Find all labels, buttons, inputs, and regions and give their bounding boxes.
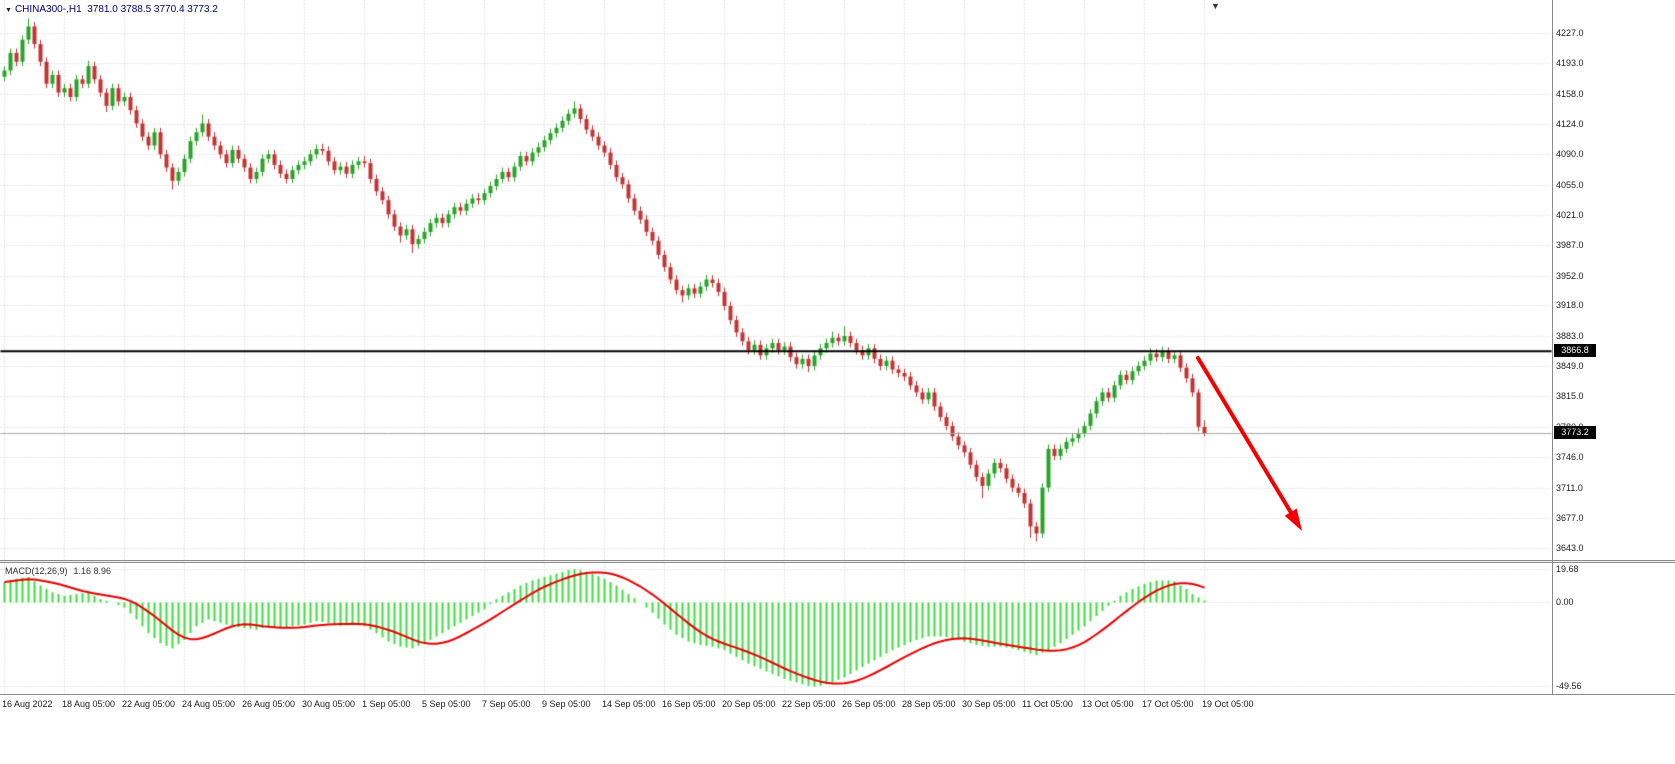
price-axis-label: 3987.0	[1556, 239, 1584, 250]
price-axis-label: 3711.0	[1556, 483, 1583, 494]
price-axis-label: 4055.0	[1556, 179, 1584, 190]
time-axis-label: 13 Oct 05:00	[1082, 699, 1134, 709]
ohlc-values: 3781.0 3788.5 3770.4 3773.2	[87, 4, 218, 15]
time-axis-label: 11 Oct 05:00	[1022, 699, 1073, 709]
price-axis-label: 3746.0	[1556, 452, 1584, 463]
price-axis-label: 3815.0	[1556, 391, 1584, 402]
price-axis-label: 3643.0	[1556, 543, 1584, 553]
time-axis-label: 26 Aug 05:00	[242, 699, 296, 709]
macd-values: 1.16 8.96	[73, 566, 112, 576]
price-chart-canvas[interactable]	[0, 0, 1552, 560]
price-axis-label: 4227.0	[1556, 28, 1584, 38]
time-axis-label: 1 Sep 05:00	[362, 699, 411, 709]
price-axis[interactable]: 3866.8 3773.2 4227.0 4193.0 4158.0 4124.0 40…	[1553, 0, 1675, 764]
macd-axis-label: -49.56	[1556, 681, 1582, 692]
time-axis-label: 16 Sep 05:00	[662, 699, 716, 709]
price-axis-label: 3677.0	[1556, 513, 1584, 524]
bid-price-tag: 3773.2	[1554, 426, 1596, 439]
macd-axis-label: 19.68	[1556, 563, 1579, 574]
time-axis-label: 5 Sep 05:00	[422, 699, 471, 709]
time-axis-separator	[0, 694, 1675, 695]
time-axis-label: 28 Sep 05:00	[902, 699, 956, 709]
time-axis-label: 30 Sep 05:00	[962, 699, 1016, 709]
macd-indicator-canvas[interactable]	[0, 563, 1552, 694]
macd-indicator-readout: MACD(12,26,9) 1.16 8.96	[5, 566, 111, 576]
price-axis-label: 4158.0	[1556, 88, 1584, 99]
price-axis-separator	[1552, 0, 1553, 694]
time-axis-label: 20 Sep 05:00	[722, 699, 776, 709]
pane-splitter[interactable]	[0, 560, 1675, 563]
time-axis-label: 16 Aug 2022	[2, 699, 53, 709]
price-axis-label: 3849.0	[1556, 361, 1584, 372]
time-axis[interactable]: 16 Aug 2022 18 Aug 05:00 22 Aug 05:00 24 Au…	[0, 695, 1675, 764]
chart-shift-marker-icon[interactable]: ▼	[1211, 1, 1220, 11]
hline-price-tag: 3866.8	[1554, 344, 1596, 357]
macd-name: MACD(12,26,9)	[5, 566, 68, 576]
time-axis-label: 17 Oct 05:00	[1142, 699, 1194, 709]
time-axis-label: 14 Sep 05:00	[602, 699, 656, 709]
time-axis-label: 22 Aug 05:00	[122, 699, 176, 709]
time-axis-label: 22 Sep 05:00	[782, 699, 836, 709]
symbol-ohlc-readout: ▼ CHINA300-,H1 3781.0 3788.5 3770.4 3773.…	[5, 4, 218, 15]
symbol-dropdown-icon[interactable]: ▼	[5, 7, 12, 14]
time-axis-label: 9 Sep 05:00	[542, 699, 591, 709]
time-axis-label: 30 Aug 05:00	[302, 699, 356, 709]
time-axis-label: 18 Aug 05:00	[62, 699, 116, 709]
price-axis-label: 4124.0	[1556, 118, 1584, 129]
symbol-label: CHINA300-,H1	[14, 4, 82, 15]
price-axis-label: 4193.0	[1556, 57, 1584, 68]
macd-axis-label: 0.00	[1556, 597, 1574, 607]
price-axis-label: 3780.0	[1556, 422, 1584, 433]
time-axis-label: 26 Sep 05:00	[842, 699, 896, 709]
trend-arrow-annotation[interactable]	[1190, 350, 1320, 542]
time-axis-label: 24 Aug 05:00	[182, 699, 236, 709]
price-axis-label: 3952.0	[1556, 270, 1584, 281]
time-axis-label: 7 Sep 05:00	[482, 699, 531, 709]
price-axis-label: 4021.0	[1556, 209, 1584, 220]
price-axis-label: 3918.0	[1556, 300, 1584, 311]
price-axis-label: 4090.0	[1556, 148, 1584, 159]
time-axis-label: 19 Oct 05:00	[1202, 699, 1254, 709]
price-axis-label: 3883.0	[1556, 331, 1584, 342]
